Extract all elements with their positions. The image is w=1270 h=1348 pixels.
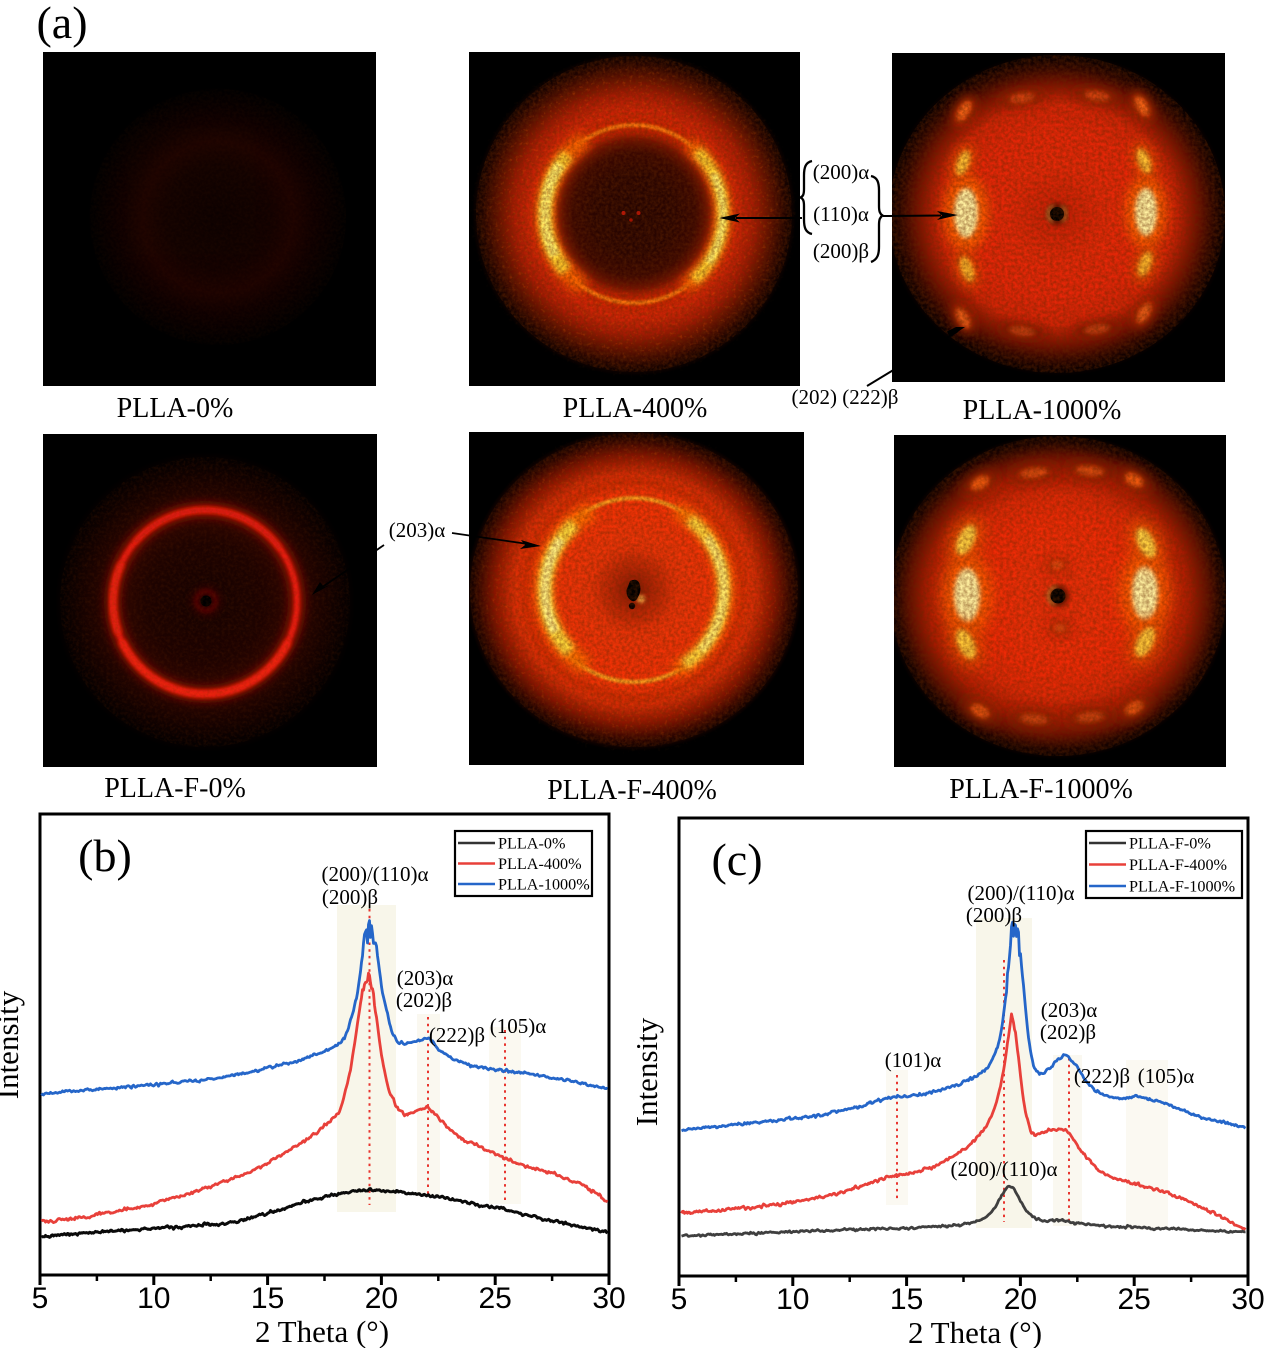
- svg-text:30: 30: [1231, 1283, 1264, 1316]
- svg-text:PLLA-F-0%: PLLA-F-0%: [104, 773, 246, 804]
- svg-text:(202)β: (202)β: [1040, 1020, 1096, 1044]
- svg-text:PLLA-0%: PLLA-0%: [498, 835, 565, 853]
- svg-text:(105)α: (105)α: [490, 1014, 547, 1038]
- svg-text:(222)β: (222)β: [1074, 1064, 1130, 1088]
- svg-text:PLLA-0%: PLLA-0%: [117, 393, 234, 424]
- svg-text:(203)α: (203)α: [1041, 998, 1098, 1022]
- svg-text:(a): (a): [36, 0, 87, 48]
- svg-text:PLLA-F-0%: PLLA-F-0%: [1129, 835, 1211, 853]
- svg-text:5: 5: [32, 1282, 49, 1315]
- svg-text:(203)α: (203)α: [397, 966, 454, 990]
- svg-text:15: 15: [890, 1283, 923, 1316]
- svg-text:Intensity: Intensity: [629, 1017, 664, 1126]
- svg-text:(202) (222)β: (202) (222)β: [792, 385, 899, 409]
- svg-text:(202)β: (202)β: [396, 988, 452, 1012]
- svg-text:PLLA-F-400%: PLLA-F-400%: [547, 775, 717, 806]
- svg-text:(200)α: (200)α: [813, 160, 870, 184]
- svg-text:10: 10: [776, 1283, 809, 1316]
- svg-text:PLLA-400%: PLLA-400%: [563, 393, 708, 424]
- svg-text:30: 30: [592, 1282, 625, 1315]
- svg-text:PLLA-F-400%: PLLA-F-400%: [1129, 856, 1227, 874]
- svg-text:(200)β: (200)β: [322, 885, 378, 909]
- svg-text:(222)β: (222)β: [429, 1023, 485, 1047]
- svg-text:20: 20: [1004, 1283, 1037, 1316]
- svg-text:(110)α: (110)α: [813, 202, 869, 226]
- svg-text:25: 25: [479, 1282, 512, 1315]
- svg-text:(200)/(110)α: (200)/(110)α: [950, 1157, 1057, 1181]
- svg-text:(101)α: (101)α: [885, 1048, 942, 1072]
- svg-text:(200)/(110)α: (200)/(110)α: [321, 862, 428, 886]
- svg-text:(200)β: (200)β: [966, 903, 1022, 927]
- svg-text:PLLA-1000%: PLLA-1000%: [498, 876, 590, 894]
- svg-text:PLLA-F-1000%: PLLA-F-1000%: [949, 774, 1133, 805]
- svg-text:(c): (c): [711, 834, 762, 885]
- svg-text:(b): (b): [78, 830, 132, 881]
- svg-text:(203)α: (203)α: [389, 518, 446, 542]
- svg-text:(200)β: (200)β: [813, 239, 869, 263]
- svg-text:5: 5: [671, 1283, 688, 1316]
- svg-text:(200)/(110)α: (200)/(110)α: [967, 881, 1074, 905]
- svg-text:PLLA-1000%: PLLA-1000%: [963, 395, 1122, 426]
- svg-text:10: 10: [137, 1282, 170, 1315]
- svg-text:PLLA-400%: PLLA-400%: [498, 855, 582, 873]
- svg-text:Intensity: Intensity: [0, 990, 25, 1099]
- svg-text:PLLA-F-1000%: PLLA-F-1000%: [1129, 878, 1235, 896]
- svg-text:15: 15: [251, 1282, 284, 1315]
- svg-text:20: 20: [365, 1282, 398, 1315]
- svg-text:2 Theta (°): 2 Theta (°): [908, 1315, 1042, 1348]
- svg-text:(105)α: (105)α: [1138, 1064, 1195, 1088]
- svg-text:25: 25: [1118, 1283, 1151, 1316]
- svg-text:2 Theta (°): 2 Theta (°): [255, 1314, 389, 1348]
